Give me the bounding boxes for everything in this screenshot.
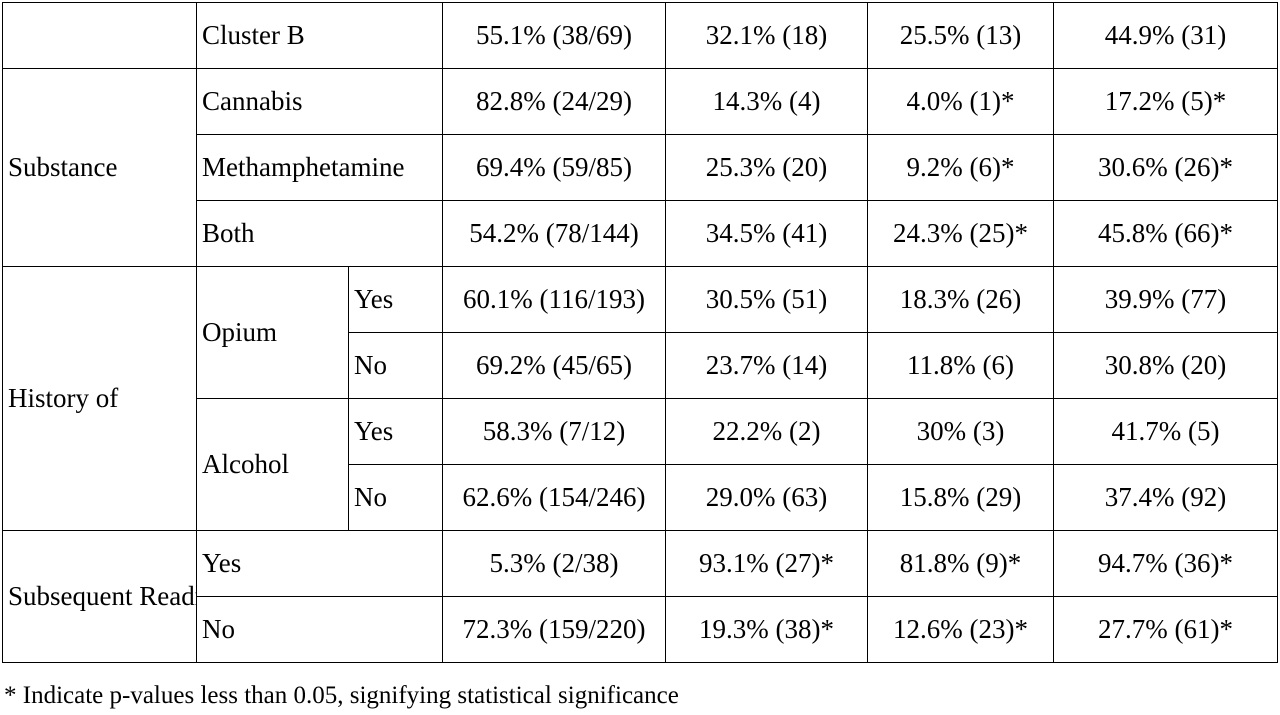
value-cell: 23.7% (14): [665, 332, 869, 399]
value-cell: 4.0% (1)*: [867, 68, 1055, 135]
subgroup-label: Opium: [196, 266, 349, 399]
value-cell: 32.1% (18): [665, 2, 869, 69]
table-row: No 69.2% (45/65) 23.7% (14) 11.8% (6) 30…: [3, 332, 1279, 399]
value-cell: 24.3% (25)*: [867, 200, 1055, 267]
value-cell: 69.2% (45/65): [442, 332, 667, 399]
value-cell: 30.8% (20): [1053, 332, 1279, 399]
table-row: Alcohol Yes 58.3% (7/12) 22.2% (2) 30% (…: [3, 398, 1279, 531]
value-cell: 11.8% (6): [867, 332, 1055, 399]
value-cell: 19.3% (38)*: [665, 596, 869, 663]
table-row: No 72.3% (159/220) 19.3% (38)* 12.6% (23…: [3, 596, 1279, 663]
value-cell: 58.3% (7/12): [442, 398, 667, 465]
footnote: * Indicate p-values less than 0.05, sign…: [4, 682, 679, 709]
empty-cell: [2, 2, 197, 69]
subgroup-label: Alcohol: [196, 398, 349, 531]
value-cell: 18.3% (26): [867, 266, 1055, 333]
value-cell: 69.4% (59/85): [442, 134, 667, 201]
value-cell: 44.9% (31): [1053, 2, 1279, 69]
value-cell: 62.6% (154/246): [442, 464, 667, 531]
answer-label: Yes: [347, 266, 444, 333]
row-label: Methamphetamine: [195, 134, 444, 201]
row-label: Yes: [195, 530, 444, 597]
value-cell: 60.1% (116/193): [442, 266, 667, 333]
value-cell: 17.2% (5)*: [1053, 68, 1279, 135]
value-cell: 45.8% (66)*: [1053, 200, 1279, 267]
value-cell: 14.3% (4): [665, 68, 869, 135]
row-label: No: [195, 596, 444, 663]
value-cell: 30.5% (51): [665, 266, 869, 333]
value-cell: 55.1% (38/69): [442, 2, 667, 69]
value-cell: 72.3% (159/220): [442, 596, 667, 663]
table-row: Both 54.2% (78/144) 34.5% (41) 24.3% (25…: [3, 200, 1279, 267]
value-cell: 5.3% (2/38): [442, 530, 667, 597]
value-cell: 30% (3): [867, 398, 1055, 465]
answer-label: No: [347, 332, 444, 399]
results-table: Cluster B 55.1% (38/69) 32.1% (18) 25.5%…: [2, 2, 1279, 663]
value-cell: 9.2% (6)*: [867, 134, 1055, 201]
value-cell: 15.8% (29): [867, 464, 1055, 531]
value-cell: 22.2% (2): [665, 398, 869, 465]
answer-label: Yes: [347, 398, 444, 465]
value-cell: 41.7% (5): [1053, 398, 1279, 465]
value-cell: 39.9% (77): [1053, 266, 1279, 333]
row-label: Cluster B: [195, 2, 444, 69]
value-cell: 27.7% (61)*: [1053, 596, 1279, 663]
group-label: Subsequent Readmission due to SIP: [2, 530, 197, 663]
row-label: Cannabis: [195, 68, 444, 135]
value-cell: 81.8% (9)*: [867, 530, 1055, 597]
table-row: No 62.6% (154/246) 29.0% (63) 15.8% (29)…: [3, 464, 1279, 531]
group-label: Substance: [2, 68, 197, 267]
value-cell: 12.6% (23)*: [867, 596, 1055, 663]
value-cell: 25.3% (20): [665, 134, 869, 201]
value-cell: 30.6% (26)*: [1053, 134, 1279, 201]
group-label: History of: [2, 266, 197, 531]
row-label: Both: [195, 200, 444, 267]
table-row: Substance Cannabis 82.8% (24/29) 14.3% (…: [2, 68, 1279, 267]
value-cell: 93.1% (27)*: [665, 530, 869, 597]
answer-label: No: [347, 464, 444, 531]
table-row: Subsequent Readmission due to SIP Yes 5.…: [2, 530, 1279, 663]
value-cell: 37.4% (92): [1053, 464, 1279, 531]
table-row: History of Opium Yes 60.1% (116/193) 30.…: [2, 266, 1279, 531]
table-row: Cluster B 55.1% (38/69) 32.1% (18) 25.5%…: [2, 2, 1279, 69]
value-cell: 29.0% (63): [665, 464, 869, 531]
value-cell: 54.2% (78/144): [442, 200, 667, 267]
value-cell: 82.8% (24/29): [442, 68, 667, 135]
value-cell: 34.5% (41): [665, 200, 869, 267]
value-cell: 25.5% (13): [867, 2, 1055, 69]
value-cell: 94.7% (36)*: [1053, 530, 1279, 597]
